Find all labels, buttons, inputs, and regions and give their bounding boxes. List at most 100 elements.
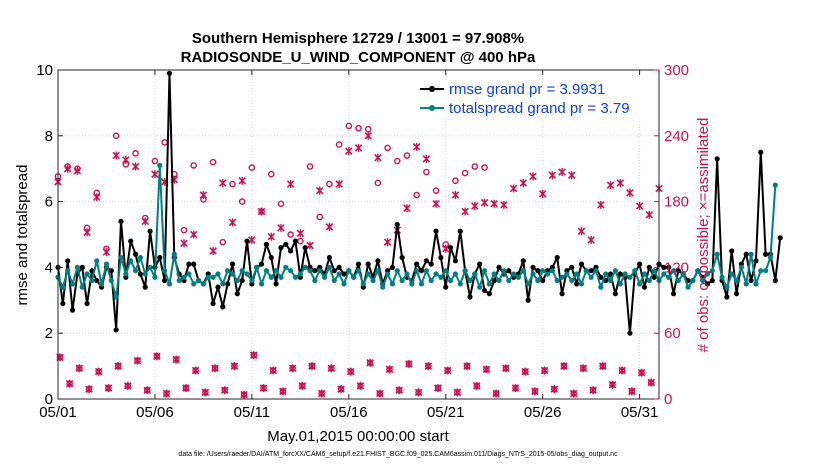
series-point-rmse <box>554 254 560 261</box>
series-point-totalspread <box>215 271 221 277</box>
series-point-totalspread <box>467 277 473 284</box>
series-point-totalspread <box>108 277 114 284</box>
series-point-totalspread <box>477 284 483 290</box>
series-point-rmse <box>535 268 541 274</box>
legend-box <box>415 77 653 117</box>
series-point-totalspread <box>554 277 560 284</box>
series-point-rmse <box>559 291 565 297</box>
series-point-totalspread <box>428 277 434 284</box>
axis-ticks: 05/01 05/06 05/11 05/16 05/21 05/26 05/31 0 2 4 6 8… <box>36 62 689 421</box>
series-point-totalspread <box>544 271 551 277</box>
series-point-rmse <box>481 287 488 294</box>
series-point-rmse <box>418 268 425 274</box>
series-point-rmse <box>675 268 681 274</box>
obs-possible-marker <box>471 163 479 170</box>
series-point-totalspread <box>283 264 289 270</box>
obs-possible-marker <box>432 187 440 194</box>
obs-possible-marker <box>461 169 469 177</box>
series-point-totalspread <box>758 268 764 274</box>
series-point-totalspread <box>384 271 391 277</box>
series-point-rmse <box>273 281 279 287</box>
series-point-totalspread <box>651 268 657 274</box>
series-point-totalspread <box>254 264 260 270</box>
series-point-rmse <box>457 228 463 234</box>
obs-possible-marker <box>190 162 198 169</box>
series-point-totalspread <box>666 274 672 280</box>
series-point-totalspread <box>249 277 255 284</box>
series-point-totalspread <box>462 268 468 274</box>
series-point-totalspread <box>501 268 507 274</box>
series-point-totalspread <box>617 281 623 287</box>
x-tick-label: 05/11 <box>234 404 270 421</box>
series-point-rmse <box>540 277 546 284</box>
series-point-totalspread <box>191 281 197 287</box>
series-point-rmse <box>137 271 143 277</box>
series-point-totalspread <box>220 281 226 287</box>
series-point-totalspread <box>670 268 677 274</box>
series-point-totalspread <box>351 274 357 280</box>
series-point-rmse <box>491 277 497 284</box>
series-point-totalspread <box>103 261 110 267</box>
series-point-totalspread <box>695 268 701 274</box>
x-tick-label: 05/31 <box>621 404 659 421</box>
series-point-totalspread <box>603 271 609 277</box>
y-right-tick-label: 300 <box>664 62 689 79</box>
series-point-totalspread <box>748 251 754 257</box>
legend: rmse grand pr = 3.9931 totalspread grand… <box>415 77 653 117</box>
series-point-totalspread <box>331 277 337 284</box>
series-point-rmse <box>477 261 483 267</box>
y-axis-label-right: # of obs: o=possible; ×=assimilated <box>695 118 712 353</box>
series-point-totalspread <box>772 182 778 188</box>
series-point-rmse <box>486 291 492 297</box>
series-point-totalspread <box>457 281 463 287</box>
series-point-rmse <box>278 245 284 251</box>
series-point-totalspread <box>74 264 80 270</box>
series-point-rmse <box>467 294 473 300</box>
x-tick-label: 05/26 <box>524 404 562 421</box>
series-point-rmse <box>709 277 715 284</box>
series-point-totalspread <box>438 274 444 280</box>
series-point-totalspread <box>404 271 410 277</box>
series-point-totalspread <box>147 264 153 270</box>
y-left-tick-label: 4 <box>45 259 53 276</box>
series-point-totalspread <box>641 271 648 277</box>
series-point-rmse <box>229 261 236 267</box>
series-point-rmse <box>704 281 711 287</box>
series-point-totalspread <box>423 268 429 274</box>
series-point-totalspread <box>578 281 585 287</box>
obs-possible-marker <box>384 144 391 152</box>
series-point-totalspread <box>593 268 599 274</box>
obs-possible-marker <box>423 168 430 176</box>
series-point-rmse <box>733 291 740 297</box>
series-point-totalspread <box>622 271 628 277</box>
y-right-tick-label: 60 <box>664 325 681 342</box>
obs-possible-marker <box>238 198 246 205</box>
series-point-rmse <box>60 300 66 307</box>
series-point-totalspread <box>724 284 730 290</box>
series-point-totalspread <box>549 268 555 274</box>
series-point-totalspread <box>380 284 386 290</box>
series-point-rmse <box>666 264 672 270</box>
series-point-totalspread <box>292 274 299 280</box>
series-point-totalspread <box>142 271 148 277</box>
series-point-rmse <box>292 238 299 244</box>
series-point-totalspread <box>99 281 105 287</box>
x-tick-label: 05/21 <box>427 404 465 421</box>
series-point-totalspread <box>268 274 274 280</box>
obs-possible-marker <box>209 158 217 166</box>
series-point-totalspread <box>60 284 66 290</box>
series-point-totalspread <box>433 271 439 277</box>
series-point-totalspread <box>535 277 541 284</box>
series-point-rmse <box>375 258 381 264</box>
series-point-totalspread <box>360 281 366 287</box>
series-point-rmse <box>753 258 759 264</box>
series-point-rmse <box>341 271 347 277</box>
series-point-totalspread <box>472 271 478 277</box>
obs-possible-marker <box>132 150 139 157</box>
series-point-rmse <box>94 277 100 284</box>
series-point-totalspread <box>79 284 85 290</box>
series-point-totalspread <box>365 271 371 277</box>
series-point-totalspread <box>312 277 318 284</box>
series-point-totalspread <box>486 281 492 287</box>
plot-data <box>54 70 783 399</box>
